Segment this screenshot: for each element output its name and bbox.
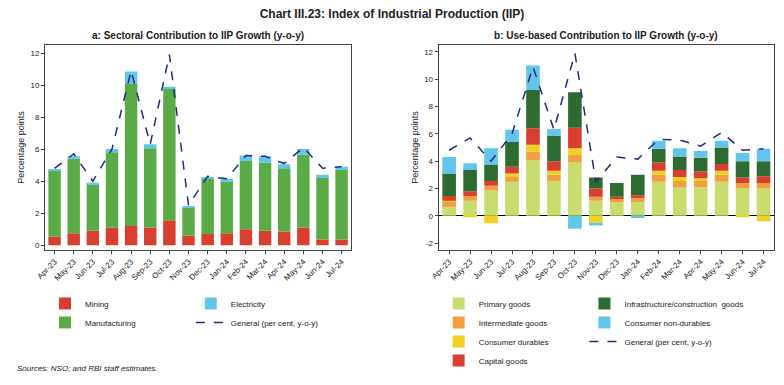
svg-text:-2: -2: [426, 239, 434, 248]
svg-text:Sep-23: Sep-23: [130, 257, 155, 282]
svg-text:2: 2: [35, 209, 40, 218]
svg-text:Mar-24: Mar-24: [245, 257, 270, 282]
svg-text:Nov-23: Nov-23: [575, 257, 600, 282]
svg-text:Intermediate goods: Intermediate goods: [479, 319, 548, 328]
svg-text:8: 8: [35, 113, 40, 122]
svg-text:Jul-24: Jul-24: [746, 257, 768, 279]
svg-text:Apr-24: Apr-24: [265, 257, 289, 281]
svg-text:Percentage points: Percentage points: [410, 111, 420, 184]
svg-text:Jun-23: Jun-23: [73, 257, 97, 281]
svg-text:Electricity: Electricity: [231, 300, 265, 309]
svg-text:Jul-23: Jul-23: [94, 257, 116, 279]
svg-text:Jul-24: Jul-24: [324, 257, 346, 279]
svg-text:Jun-24: Jun-24: [723, 257, 747, 281]
svg-text:Apr-24: Apr-24: [682, 257, 706, 281]
svg-text:May-24: May-24: [701, 257, 727, 283]
svg-text:Sources: NSO; and RBI staff es: Sources: NSO; and RBI staff estimates.: [17, 364, 158, 373]
svg-text:Mar-24: Mar-24: [660, 257, 685, 282]
svg-text:6: 6: [429, 130, 434, 139]
svg-text:6: 6: [35, 145, 40, 154]
svg-text:10: 10: [424, 75, 433, 84]
svg-text:Consumer durables: Consumer durables: [479, 338, 549, 347]
svg-text:4: 4: [429, 157, 434, 166]
svg-text:Dec-23: Dec-23: [596, 257, 621, 282]
svg-text:Consumer non-durables: Consumer non-durables: [624, 319, 710, 328]
svg-text:8: 8: [429, 102, 434, 111]
svg-text:Dec-23: Dec-23: [187, 257, 212, 282]
svg-text:Jan-24: Jan-24: [618, 257, 642, 281]
svg-text:Jun-24: Jun-24: [303, 257, 327, 281]
svg-text:2: 2: [429, 184, 434, 193]
svg-text:10: 10: [30, 81, 39, 90]
svg-text:Feb-24: Feb-24: [639, 257, 664, 282]
svg-text:Percentage points: Percentage points: [16, 111, 26, 184]
svg-text:Aug-23: Aug-23: [111, 257, 136, 282]
svg-text:Feb-24: Feb-24: [226, 257, 251, 282]
svg-text:Sep-23: Sep-23: [534, 257, 559, 282]
svg-text:Manufacturing: Manufacturing: [85, 319, 136, 328]
svg-text:Oct-23: Oct-23: [150, 257, 174, 281]
svg-text:May-24: May-24: [282, 257, 308, 283]
svg-text:Mining: Mining: [85, 300, 109, 309]
svg-text:Oct-23: Oct-23: [556, 257, 580, 281]
svg-text:Chart III.23: Index of Industr: Chart III.23: Index of Industrial Produc…: [260, 7, 525, 21]
svg-text:May-23: May-23: [53, 257, 79, 283]
svg-text:0: 0: [429, 212, 434, 221]
svg-text:May-23: May-23: [449, 257, 475, 283]
svg-text:Jul-23: Jul-23: [494, 257, 516, 279]
svg-text:Infrastructure/construction g: Infrastructure/construction goods: [624, 300, 743, 309]
svg-text:Capital goods: Capital goods: [479, 357, 528, 366]
svg-text:0: 0: [35, 241, 40, 250]
svg-text:4: 4: [35, 177, 40, 186]
svg-text:Aug-23: Aug-23: [513, 257, 538, 282]
svg-text:General (per cent, y-o-y): General (per cent, y-o-y): [624, 338, 711, 347]
svg-text:Apr-23: Apr-23: [35, 257, 59, 281]
svg-text:Nov-23: Nov-23: [168, 257, 193, 282]
svg-text:a: Sectoral Contribution to II: a: Sectoral Contribution to IIP Growth (…: [92, 30, 304, 41]
svg-text:12: 12: [30, 49, 39, 58]
svg-text:Jun-23: Jun-23: [472, 257, 496, 281]
svg-text:Primary goods: Primary goods: [479, 300, 531, 309]
svg-text:General (per cent, y-o-y): General (per cent, y-o-y): [231, 319, 318, 328]
svg-text:Apr-23: Apr-23: [430, 257, 454, 281]
svg-text:12: 12: [424, 48, 433, 57]
svg-text:Jan-24: Jan-24: [207, 257, 231, 281]
svg-text:b: Use-based Contribution to I: b: Use-based Contribution to IIP Growth …: [494, 30, 718, 41]
